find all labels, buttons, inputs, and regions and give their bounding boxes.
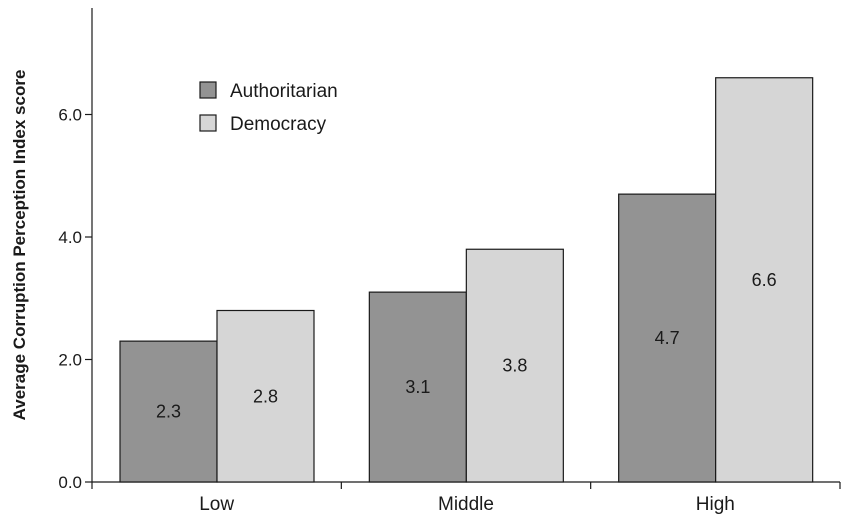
- data-label: 6.6: [752, 270, 777, 290]
- x-category-label: Middle: [438, 494, 494, 515]
- bar-democracy-low: [216, 309, 315, 483]
- bar-authoritarian-middle: [368, 291, 467, 483]
- data-label: 3.8: [502, 356, 527, 376]
- y-tick-label: 4.0: [58, 228, 82, 247]
- y-tick-label: 6.0: [58, 106, 82, 125]
- bar-democracy-middle: [465, 248, 564, 483]
- y-axis: 0.0 2.0 4.0 6.0: [58, 8, 93, 492]
- data-label: 3.1: [405, 377, 430, 397]
- y-axis-label: Average Corruption Perception Index scor…: [10, 70, 29, 421]
- legend-label: Authoritarian: [230, 81, 338, 102]
- data-label: 4.7: [655, 328, 680, 348]
- legend-swatch-authoritarian: [199, 81, 217, 99]
- x-category-label: Low: [199, 494, 234, 515]
- y-tick-label: 2.0: [58, 351, 82, 370]
- bars: 2.3 2.8 3.1 3.8 4.7 6.6: [119, 77, 814, 483]
- legend-label: Democracy: [230, 114, 327, 135]
- legend: Authoritarian Democracy: [199, 81, 338, 135]
- x-axis: Low Middle High: [91, 481, 841, 515]
- y-tick-label: 0.0: [58, 473, 82, 492]
- data-label: 2.8: [253, 386, 278, 406]
- data-label: 2.3: [156, 402, 181, 422]
- x-category-label: High: [696, 494, 735, 515]
- bar-democracy-high: [715, 77, 814, 483]
- bar-authoritarian-high: [618, 193, 717, 483]
- legend-swatch-democracy: [199, 114, 217, 132]
